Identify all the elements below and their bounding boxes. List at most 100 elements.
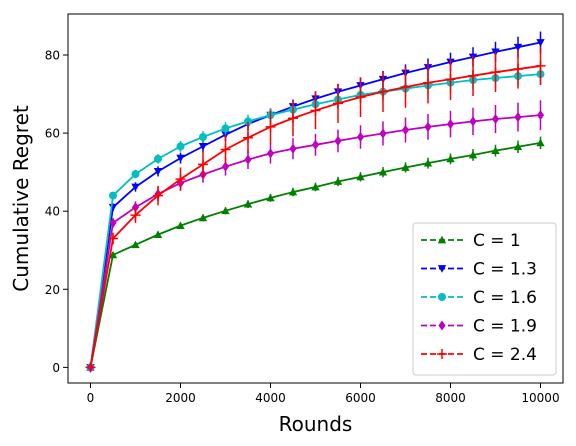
data-point (311, 182, 320, 191)
data-point (221, 124, 230, 133)
data-point (288, 187, 298, 196)
data-point (176, 221, 185, 229)
legend-label: C = 1 (473, 231, 521, 251)
data-point (176, 154, 185, 163)
data-point (153, 168, 163, 176)
data-point (85, 362, 96, 373)
data-point (220, 144, 231, 155)
legend-marker (437, 265, 447, 273)
data-point (153, 230, 163, 238)
data-point (378, 86, 388, 97)
data-point (401, 163, 410, 171)
data-point (514, 112, 522, 123)
data-point (130, 210, 141, 221)
x-tick-label: 4000 (255, 391, 286, 405)
x-tick-label: 0 (87, 391, 95, 405)
data-point (108, 250, 118, 259)
x-tick-label: 8000 (435, 391, 466, 405)
legend-item: C = 1.9 (421, 317, 537, 337)
series-5 (85, 46, 546, 373)
data-point (175, 174, 186, 185)
data-point (423, 158, 433, 167)
data-point (356, 172, 365, 181)
data-point (244, 154, 252, 165)
data-point (468, 70, 478, 81)
data-point (109, 217, 117, 228)
y-tick-label: 40 (45, 205, 60, 219)
y-tick-label: 0 (52, 361, 60, 375)
data-point (311, 139, 320, 150)
data-point (265, 121, 276, 132)
y-tick-label: 80 (45, 49, 60, 63)
data-point (491, 114, 500, 125)
data-point (244, 117, 252, 126)
data-point (266, 193, 275, 202)
legend-marker (438, 293, 446, 301)
data-point (513, 43, 523, 52)
legend: C = 1 C = 1.3 C = 1.6 C = 1.9 C = 2.4 (412, 222, 557, 376)
data-point (333, 177, 343, 185)
data-point (198, 143, 208, 151)
data-point (310, 105, 321, 116)
data-point (469, 116, 477, 127)
data-point (424, 121, 432, 132)
data-point (198, 159, 208, 170)
data-point (536, 110, 545, 121)
legend-label: C = 1.3 (473, 260, 537, 280)
legend-label: C = 1.6 (473, 288, 537, 308)
data-point (243, 132, 253, 143)
data-point (400, 82, 411, 93)
data-point (198, 213, 208, 222)
data-point (446, 119, 455, 130)
data-point (513, 142, 523, 151)
data-point (536, 39, 545, 47)
data-point (355, 92, 366, 103)
y-axis-label: Cumulative Regret (9, 105, 33, 292)
data-point (131, 183, 140, 192)
data-point (154, 154, 162, 163)
data-point (266, 148, 275, 159)
data-point (356, 132, 365, 142)
legend-item: C = 2.4 (421, 345, 537, 365)
x-axis-label: Rounds (279, 412, 353, 436)
data-point (379, 128, 387, 139)
data-point (491, 146, 500, 155)
data-point (535, 60, 546, 71)
legend-item: C = 1.6 (421, 288, 537, 308)
legend-item: C = 1.3 (421, 260, 537, 280)
data-point (513, 64, 523, 75)
axes-layer: 0 2000 4000 6000 8000 10000 0 20 40 60 80 (45, 49, 560, 406)
data-point (401, 124, 410, 135)
data-point (199, 133, 207, 141)
x-tick-label: 2000 (165, 391, 196, 405)
data-point (288, 113, 298, 124)
x-tick-label: 6000 (345, 391, 376, 405)
legend-item: C = 1 (421, 231, 521, 251)
data-point (490, 67, 501, 78)
data-point (221, 161, 230, 172)
data-point (131, 240, 140, 249)
data-point (378, 167, 388, 176)
data-point (108, 233, 118, 244)
legend-marker (438, 320, 446, 331)
y-tick-label: 20 (45, 283, 60, 297)
data-point (536, 138, 545, 147)
data-point (423, 77, 433, 88)
legend-marker (437, 349, 447, 359)
legend-label: C = 2.4 (473, 345, 537, 365)
data-point (243, 199, 253, 208)
data-point (289, 143, 297, 154)
y-tick-label: 60 (45, 127, 60, 141)
data-point (153, 190, 163, 201)
legend-marker (437, 235, 447, 244)
data-point (333, 98, 343, 109)
data-point (221, 206, 230, 215)
data-layer (85, 31, 546, 373)
legend-label: C = 1.9 (473, 317, 537, 337)
data-point (131, 170, 140, 179)
data-point (446, 154, 455, 163)
data-point (334, 135, 342, 146)
data-point (176, 142, 185, 151)
legend-box (412, 222, 557, 376)
